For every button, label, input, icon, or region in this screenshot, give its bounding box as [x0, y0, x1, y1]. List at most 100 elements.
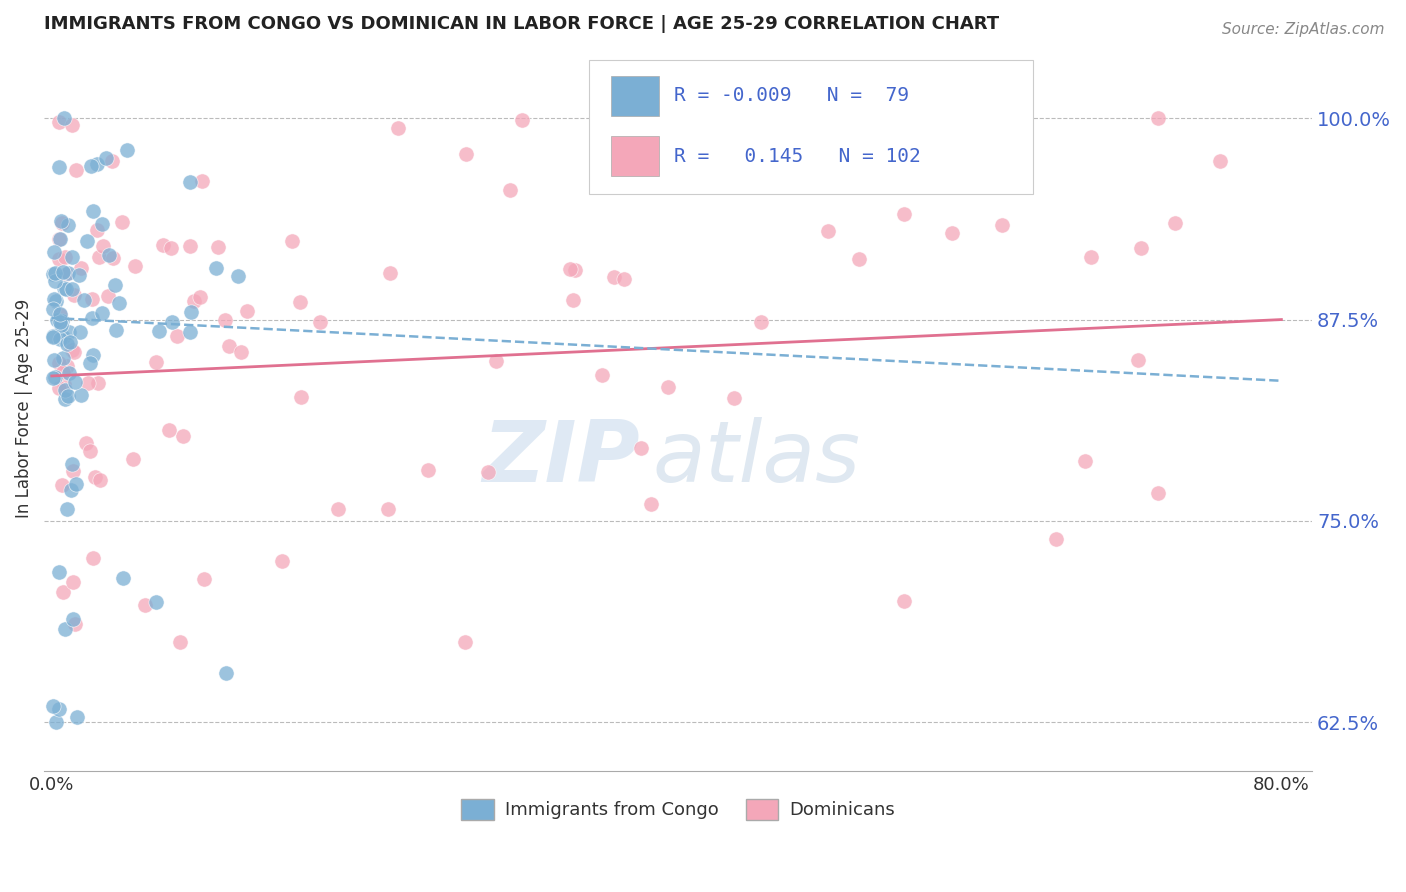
Point	[104, 278, 127, 293]
Point	[73, 293, 96, 308]
Point	[229, 345, 252, 359]
Point	[76, 376, 98, 390]
Point	[91, 217, 114, 231]
Point	[191, 174, 214, 188]
Point	[65, 477, 87, 491]
Point	[62, 575, 84, 590]
Point	[86, 157, 108, 171]
Point	[82, 551, 104, 566]
Point	[42, 293, 65, 307]
Point	[179, 175, 201, 189]
Point	[52, 584, 75, 599]
Point	[62, 345, 84, 359]
Point	[499, 183, 522, 197]
Point	[193, 572, 215, 586]
Point	[53, 281, 76, 295]
Point	[825, 121, 848, 136]
Point	[477, 465, 499, 479]
Point	[51, 216, 73, 230]
Point	[60, 250, 83, 264]
Point	[48, 115, 70, 129]
Point	[49, 332, 72, 346]
Point	[49, 214, 72, 228]
Point	[308, 315, 330, 329]
Point	[179, 239, 201, 253]
Point	[723, 392, 745, 406]
Point	[69, 387, 91, 401]
Point	[510, 113, 533, 128]
Point	[52, 265, 75, 279]
FancyBboxPatch shape	[589, 60, 1033, 194]
Point	[53, 250, 76, 264]
Point	[290, 390, 312, 404]
Point	[630, 441, 652, 455]
Point	[749, 315, 772, 329]
Point	[108, 296, 131, 310]
Point	[380, 266, 402, 280]
Point	[1164, 216, 1187, 230]
Point	[45, 715, 67, 730]
Point	[561, 293, 583, 307]
Point	[56, 266, 79, 280]
Point	[160, 241, 183, 255]
Point	[326, 502, 349, 516]
Point	[148, 324, 170, 338]
Point	[53, 383, 76, 397]
Point	[640, 497, 662, 511]
Bar	[612, 76, 659, 116]
Point	[87, 376, 110, 390]
Point	[52, 351, 75, 365]
Point	[1147, 111, 1170, 125]
Point	[48, 381, 70, 395]
Point	[59, 334, 82, 349]
Point	[1045, 532, 1067, 546]
Point	[183, 293, 205, 308]
Point	[84, 470, 107, 484]
Point	[87, 250, 110, 264]
Point	[105, 323, 128, 337]
Point	[387, 120, 409, 135]
Point	[42, 371, 65, 385]
Point	[42, 301, 65, 316]
Point	[80, 159, 103, 173]
Point	[58, 366, 80, 380]
Point	[51, 478, 73, 492]
Point	[58, 325, 80, 339]
Point	[160, 315, 183, 329]
Point	[49, 308, 72, 322]
Point	[48, 565, 70, 579]
Point	[49, 318, 72, 333]
Point	[63, 616, 86, 631]
Point	[56, 502, 79, 516]
Point	[60, 343, 83, 358]
Point	[172, 429, 194, 443]
Point	[56, 336, 79, 351]
Point	[893, 593, 915, 607]
Point	[560, 262, 582, 277]
Point	[52, 330, 75, 344]
Point	[235, 304, 257, 318]
Point	[42, 329, 65, 343]
Point	[1074, 454, 1097, 468]
Point	[91, 305, 114, 319]
Point	[1128, 352, 1150, 367]
Point	[44, 370, 66, 384]
Point	[941, 227, 963, 241]
Text: Source: ZipAtlas.com: Source: ZipAtlas.com	[1222, 22, 1385, 37]
Point	[86, 223, 108, 237]
Bar	[612, 136, 659, 177]
Point	[45, 313, 67, 327]
Text: ZIP: ZIP	[482, 417, 640, 500]
Point	[991, 218, 1014, 232]
Point	[79, 444, 101, 458]
Point	[53, 111, 76, 125]
Point	[1147, 485, 1170, 500]
Legend: Immigrants from Congo, Dominicans: Immigrants from Congo, Dominicans	[454, 791, 903, 827]
Point	[91, 239, 114, 253]
Point	[97, 288, 120, 302]
Point	[270, 553, 292, 567]
Point	[60, 483, 83, 497]
Point	[613, 272, 636, 286]
Point	[45, 293, 67, 308]
Text: R =   0.145   N = 102: R = 0.145 N = 102	[675, 147, 921, 166]
